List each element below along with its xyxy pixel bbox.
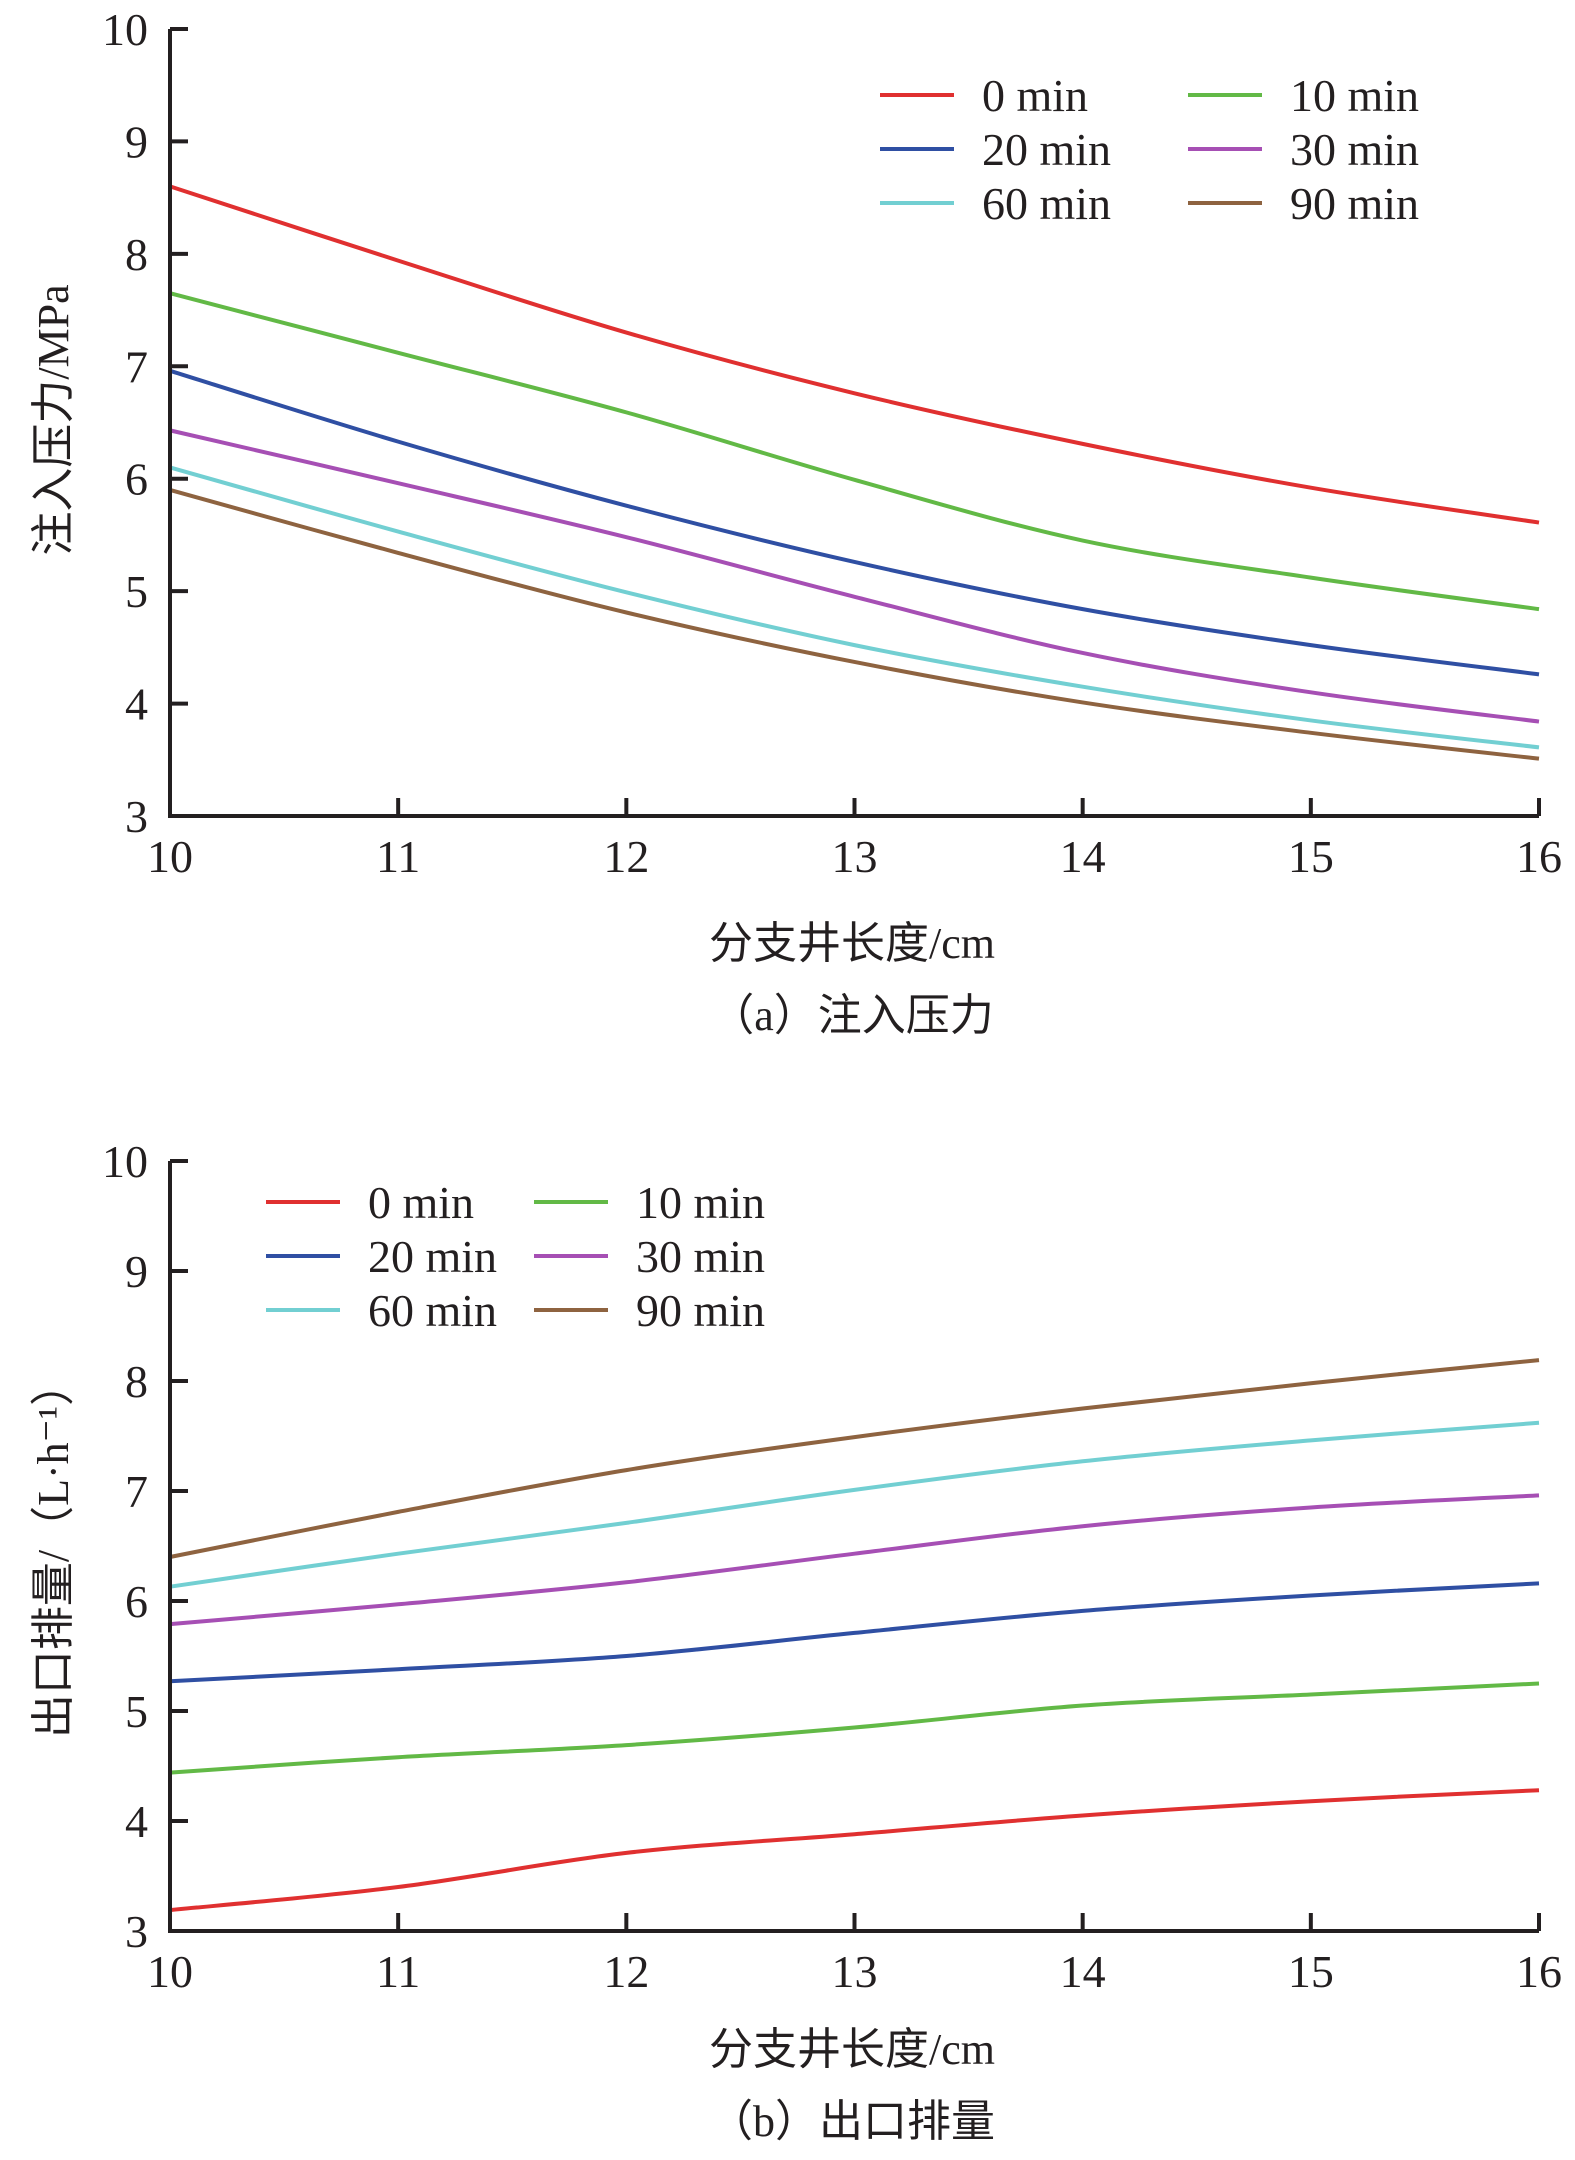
series-line-0-min <box>169 184 1540 525</box>
y-tick-label: 3 <box>125 1906 148 1957</box>
y-tick-label: 3 <box>125 791 148 842</box>
y-tick-label: 8 <box>125 1356 148 1407</box>
x-tick-label: 12 <box>603 1946 649 1997</box>
legend-label: 30 min <box>1290 124 1419 175</box>
legend-label: 90 min <box>636 1285 765 1336</box>
legend-item: 90 min <box>1188 178 1419 229</box>
series-line-60-min <box>169 465 1540 750</box>
legend-item: 60 min <box>266 1285 497 1336</box>
y-tick-label: 7 <box>125 1466 148 1517</box>
series-line-20-min <box>169 1581 1540 1684</box>
y-tick-label: 10 <box>102 1136 148 1187</box>
x-tick-label: 11 <box>376 831 420 882</box>
series-line-30-min <box>169 428 1540 724</box>
x-axis-title-a: 分支井长度/cm <box>709 919 995 968</box>
legend-label: 20 min <box>368 1231 497 1282</box>
tick-labels-b: 3 4 5 6 7 8 9 10 10 11 12 13 14 15 16 <box>102 1136 1562 1997</box>
x-tick-label: 16 <box>1516 831 1562 882</box>
x-tick-label: 15 <box>1288 1946 1334 1997</box>
legend-item: 0 min <box>266 1177 474 1228</box>
y-tick-label: 6 <box>125 454 148 505</box>
x-tick-label: 16 <box>1516 1946 1562 1997</box>
legend-item: 20 min <box>266 1231 497 1282</box>
legend-item: 10 min <box>1188 70 1419 121</box>
legend-label: 20 min <box>982 124 1111 175</box>
legend-item: 30 min <box>534 1231 765 1282</box>
x-tick-label: 13 <box>832 1946 878 1997</box>
y-tick-label: 9 <box>125 116 148 167</box>
legend-label: 0 min <box>368 1177 474 1228</box>
legend-label: 10 min <box>636 1177 765 1228</box>
caption-b: （b）出口排量 <box>709 2097 995 2146</box>
x-tick-label: 10 <box>147 1946 193 1997</box>
x-tick-label: 11 <box>376 1946 420 1997</box>
y-tick-label: 9 <box>125 1246 148 1297</box>
y-tick-label: 6 <box>125 1576 148 1627</box>
series-line-0-min <box>169 1788 1540 1913</box>
series-line-90-min <box>169 1358 1540 1559</box>
x-tick-label: 14 <box>1060 1946 1106 1997</box>
legend-label: 60 min <box>368 1285 497 1336</box>
x-tick-label: 15 <box>1288 831 1334 882</box>
x-tick-label: 12 <box>603 831 649 882</box>
legend-label: 10 min <box>1290 70 1419 121</box>
legend-item: 30 min <box>1188 124 1419 175</box>
x-tick-label: 13 <box>832 831 878 882</box>
legend-b: 0 min 10 min 20 min 30 min 60 min 90 min <box>266 1177 765 1336</box>
series-line-10-min <box>169 291 1540 612</box>
chart-outlet-discharge: 3 4 5 6 7 8 9 10 10 11 12 13 14 15 16 0 min 10 min 20 mi… <box>29 1136 1562 2146</box>
legend-label: 30 min <box>636 1231 765 1282</box>
series-line-30-min <box>169 1493 1540 1627</box>
y-tick-label: 10 <box>102 4 148 55</box>
y-axis-title-a: 注入压力/MPa <box>29 284 78 555</box>
legend-item: 90 min <box>534 1285 765 1336</box>
legend-a: 0 min 10 min 20 min 30 min 60 min 90 min <box>880 70 1419 229</box>
legend-item: 0 min <box>880 70 1088 121</box>
series-line-60-min <box>169 1420 1540 1589</box>
x-axis-title-b: 分支井长度/cm <box>709 2025 995 2074</box>
plot-area-b <box>169 1358 1540 1913</box>
y-tick-label: 4 <box>125 1796 148 1847</box>
y-axis-title-b: 出口排量/（L·h⁻¹） <box>29 1362 78 1738</box>
legend-item: 60 min <box>880 178 1111 229</box>
axes-a <box>168 27 1541 818</box>
legend-item: 20 min <box>880 124 1111 175</box>
series-line-10-min <box>169 1681 1540 1775</box>
plot-area-a <box>169 184 1540 761</box>
y-tick-label: 7 <box>125 341 148 392</box>
y-tick-label: 8 <box>125 229 148 280</box>
tick-labels-a: 3 4 5 6 7 8 9 10 10 11 12 13 14 15 16 <box>102 4 1562 882</box>
y-tick-label: 5 <box>125 566 148 617</box>
y-tick-label: 4 <box>125 679 148 730</box>
series-line-20-min <box>169 368 1540 677</box>
chart-injection-pressure: 3 4 5 6 7 8 9 10 10 11 12 13 14 15 16 0 min 10 min 20 mi… <box>29 4 1562 1040</box>
legend-item: 10 min <box>534 1177 765 1228</box>
series-line-90-min <box>169 488 1540 761</box>
legend-label: 0 min <box>982 70 1088 121</box>
legend-label: 90 min <box>1290 178 1419 229</box>
x-tick-label: 10 <box>147 831 193 882</box>
y-tick-label: 5 <box>125 1686 148 1737</box>
legend-label: 60 min <box>982 178 1111 229</box>
caption-a: （a）注入压力 <box>710 991 994 1040</box>
axes-b <box>168 1159 1541 1933</box>
x-tick-label: 14 <box>1060 831 1106 882</box>
